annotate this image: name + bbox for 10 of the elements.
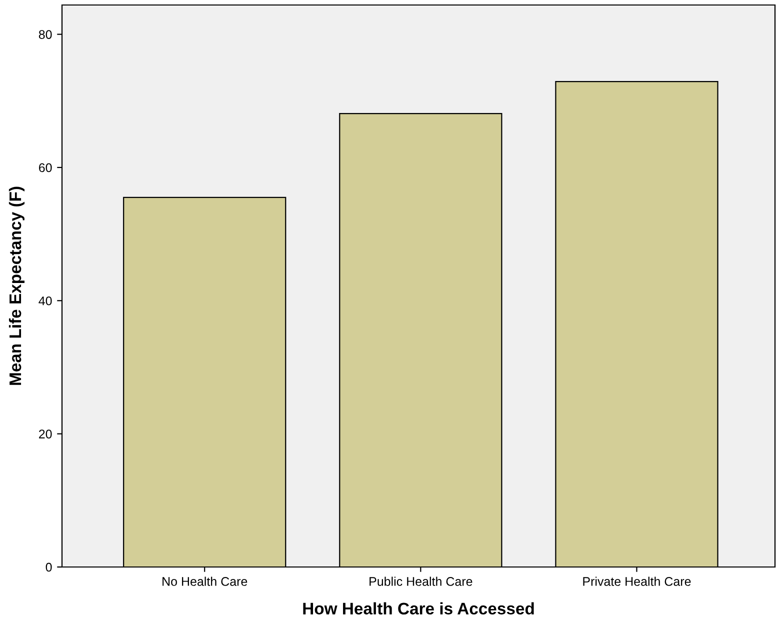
y-axis-title: Mean Life Expectancy (F) [8,186,24,385]
y-tick-label: 20 [39,430,52,438]
y-tick-label: 80 [38,30,52,39]
x-tick-label: Private Health Care [583,576,691,586]
x-tick-label: Public Health Care [370,576,472,586]
y-tick-label: 60 [39,163,52,172]
y-tick-label: 0 [46,562,52,572]
y-tick-label: 40 [38,296,52,306]
x-tick-label: No Health Care [162,576,248,586]
x-axis-title: How Health Care is Accessed [303,602,534,615]
